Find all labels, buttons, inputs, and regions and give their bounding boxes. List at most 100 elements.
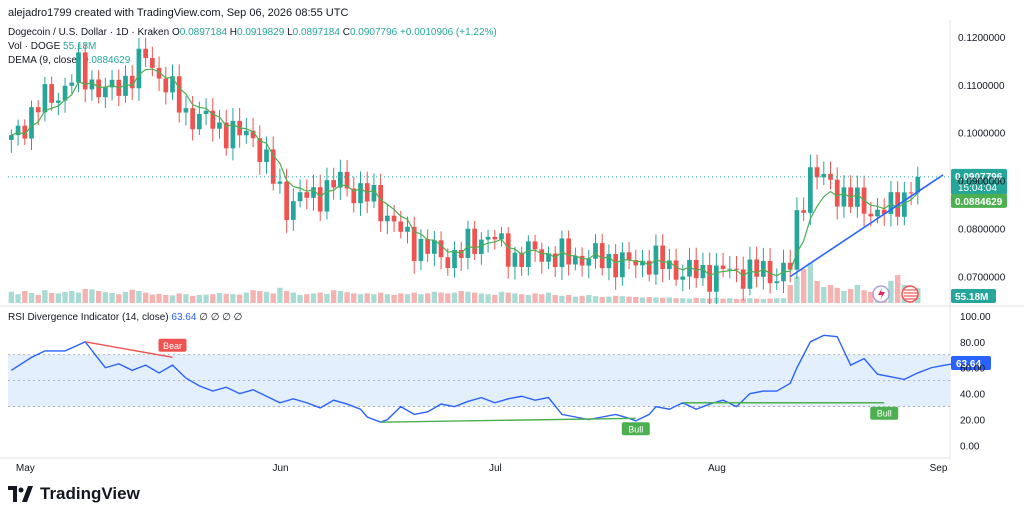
rsi-label[interactable]: RSI Divergence Indicator (14, close) [8,312,169,323]
volume-bar [471,292,478,303]
candle-body [371,185,377,202]
volume-bar [592,296,599,303]
candle-body [546,253,551,262]
volume-bar [680,298,686,303]
candle-body [150,58,155,68]
candle-body [217,122,222,129]
volume-bar [586,295,592,303]
volume-bar [290,292,297,303]
candle-body [452,249,457,269]
volume-bar [297,295,303,303]
candle-body [62,85,68,101]
candle-body [270,149,276,184]
candle-body [82,52,88,90]
candle-body [42,84,48,113]
volume-bar [216,293,223,303]
dema-line [11,68,919,277]
volume-bar [257,291,263,303]
candle-body [338,171,343,188]
volume-bar [539,294,545,303]
volume-bar [854,285,861,303]
candle-body [391,215,397,222]
rsi-last-label: 63.64 [956,359,981,370]
candle-body [526,241,531,268]
volume-bar [337,291,344,303]
candle-body [855,187,860,207]
trendline [789,174,944,278]
volume-bar [404,294,411,303]
volume-bar [861,290,867,303]
change-value: +0.0010906 (+1.22%) [400,27,497,38]
volume-bar [351,293,357,303]
volume-bar [512,293,518,303]
bear-divergence-line [85,341,173,359]
candle-body [223,122,229,149]
candle-body [633,260,639,266]
candle-body [720,265,726,269]
volume-bar [518,294,525,303]
volume-bar [552,295,558,303]
volume-bar [451,292,458,303]
volume-bar [102,292,109,303]
candle-body [472,228,477,254]
candle-body [902,192,907,217]
rsi-value: 63.64 [171,312,197,323]
candle-body [740,269,746,289]
volume-bar [653,297,659,303]
volume-bar [646,297,652,303]
candle-body [432,240,437,254]
price-tick-label: 0.0700000 [958,273,1006,284]
candle-body [445,257,451,269]
volume-bar [371,294,377,303]
symbol-title[interactable]: Dogecoin / U.S. Dollar · 1D · Kraken [8,27,170,38]
open-value: 0.0897184 [179,27,228,38]
price-tick-label: 0.1200000 [958,33,1006,44]
volume-bar [847,289,854,303]
volume-bar [445,293,451,303]
candle-body [76,52,81,83]
candle-body [519,252,524,268]
volume-bar [780,298,787,303]
candle-body [304,192,310,198]
volume-bar [673,298,679,303]
candle-body [351,188,357,204]
candle-body [35,107,41,113]
candle-body [425,238,430,254]
tradingview-logo[interactable]: TradingView [8,484,140,504]
candle-body [559,238,565,268]
rsi-tick-label: 100.00 [960,312,991,323]
volume-bar [203,294,209,303]
volume-bar [304,294,310,303]
candle-body [613,254,618,278]
candle-body [378,185,383,222]
dema-legend: DEMA (9, close) 0.0884629 [8,55,130,66]
candle-body [284,181,289,220]
candle-body [828,173,833,180]
volume-bar [391,295,397,303]
candle-body [56,100,61,103]
candle-body [277,181,283,184]
volume-bar [740,298,746,303]
candle-body [109,79,115,88]
volume-bar [478,293,485,303]
volume-bar [888,281,894,303]
candle-body [485,236,491,240]
candle-body [539,249,545,262]
candle-body [123,75,128,96]
candle-body [89,79,95,90]
candle-body [660,245,665,270]
volume-label[interactable]: Vol · DOGE [8,41,61,52]
dema-label[interactable]: DEMA (9, close) [8,55,81,66]
volume-bar [22,291,28,303]
volume-bar [599,297,605,303]
volume-bar [565,295,572,303]
candle-body [136,48,142,89]
volume-bar [418,294,424,303]
candle-body [244,130,249,136]
bear-divergence-badge [158,338,187,352]
candle-body [734,268,739,270]
candle-body [552,253,558,268]
candle-body [687,259,692,277]
volume-badge-label: 55.18M [955,292,988,303]
